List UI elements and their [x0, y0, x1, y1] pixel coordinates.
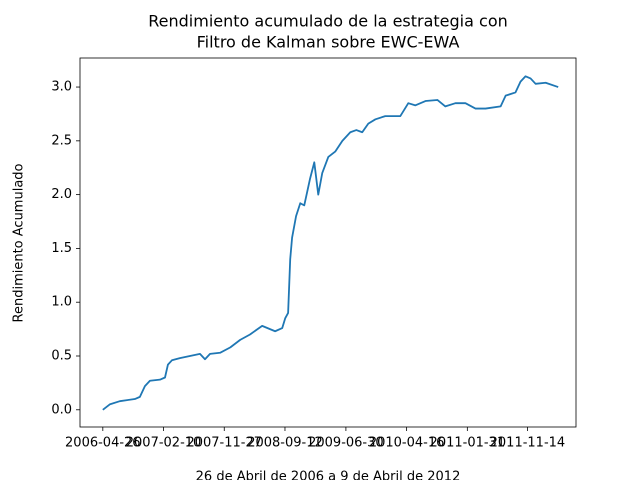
plot-frame	[79, 57, 577, 428]
y-tick-label: 2.5	[51, 133, 72, 148]
line-series	[102, 75, 559, 411]
y-tick-label: 0.5	[51, 348, 72, 363]
y-tick-label: 1.0	[51, 295, 72, 310]
y-tick-label: 0.0	[51, 402, 72, 417]
x-tick-label: 2010-04-16	[369, 436, 445, 451]
x-axis-label: 26 de Abril de 2006 a 9 de Abril de 2012	[196, 470, 461, 480]
x-tick-label: 2006-04-26	[65, 436, 141, 451]
y-tick-label: 2.0	[51, 187, 72, 202]
y-axis-label: Rendimiento Acumulado	[12, 163, 27, 322]
x-tick-label: 2011-01-31	[430, 436, 506, 451]
chart-title: Filtro de Kalman sobre EWC-EWA	[197, 33, 460, 52]
x-tick-label: 2009-06-30	[308, 436, 384, 451]
x-tick-label: 2007-11-27	[186, 436, 262, 451]
x-tick-label: 2007-02-10	[126, 436, 202, 451]
y-tick-label: 3.0	[51, 80, 72, 95]
chart-title: Rendimiento acumulado de la estrategia c…	[148, 12, 508, 31]
x-tick-label: 2011-11-14	[490, 436, 566, 451]
y-tick-label: 1.5	[51, 241, 72, 256]
x-tick-label: 2008-09-12	[247, 436, 323, 451]
